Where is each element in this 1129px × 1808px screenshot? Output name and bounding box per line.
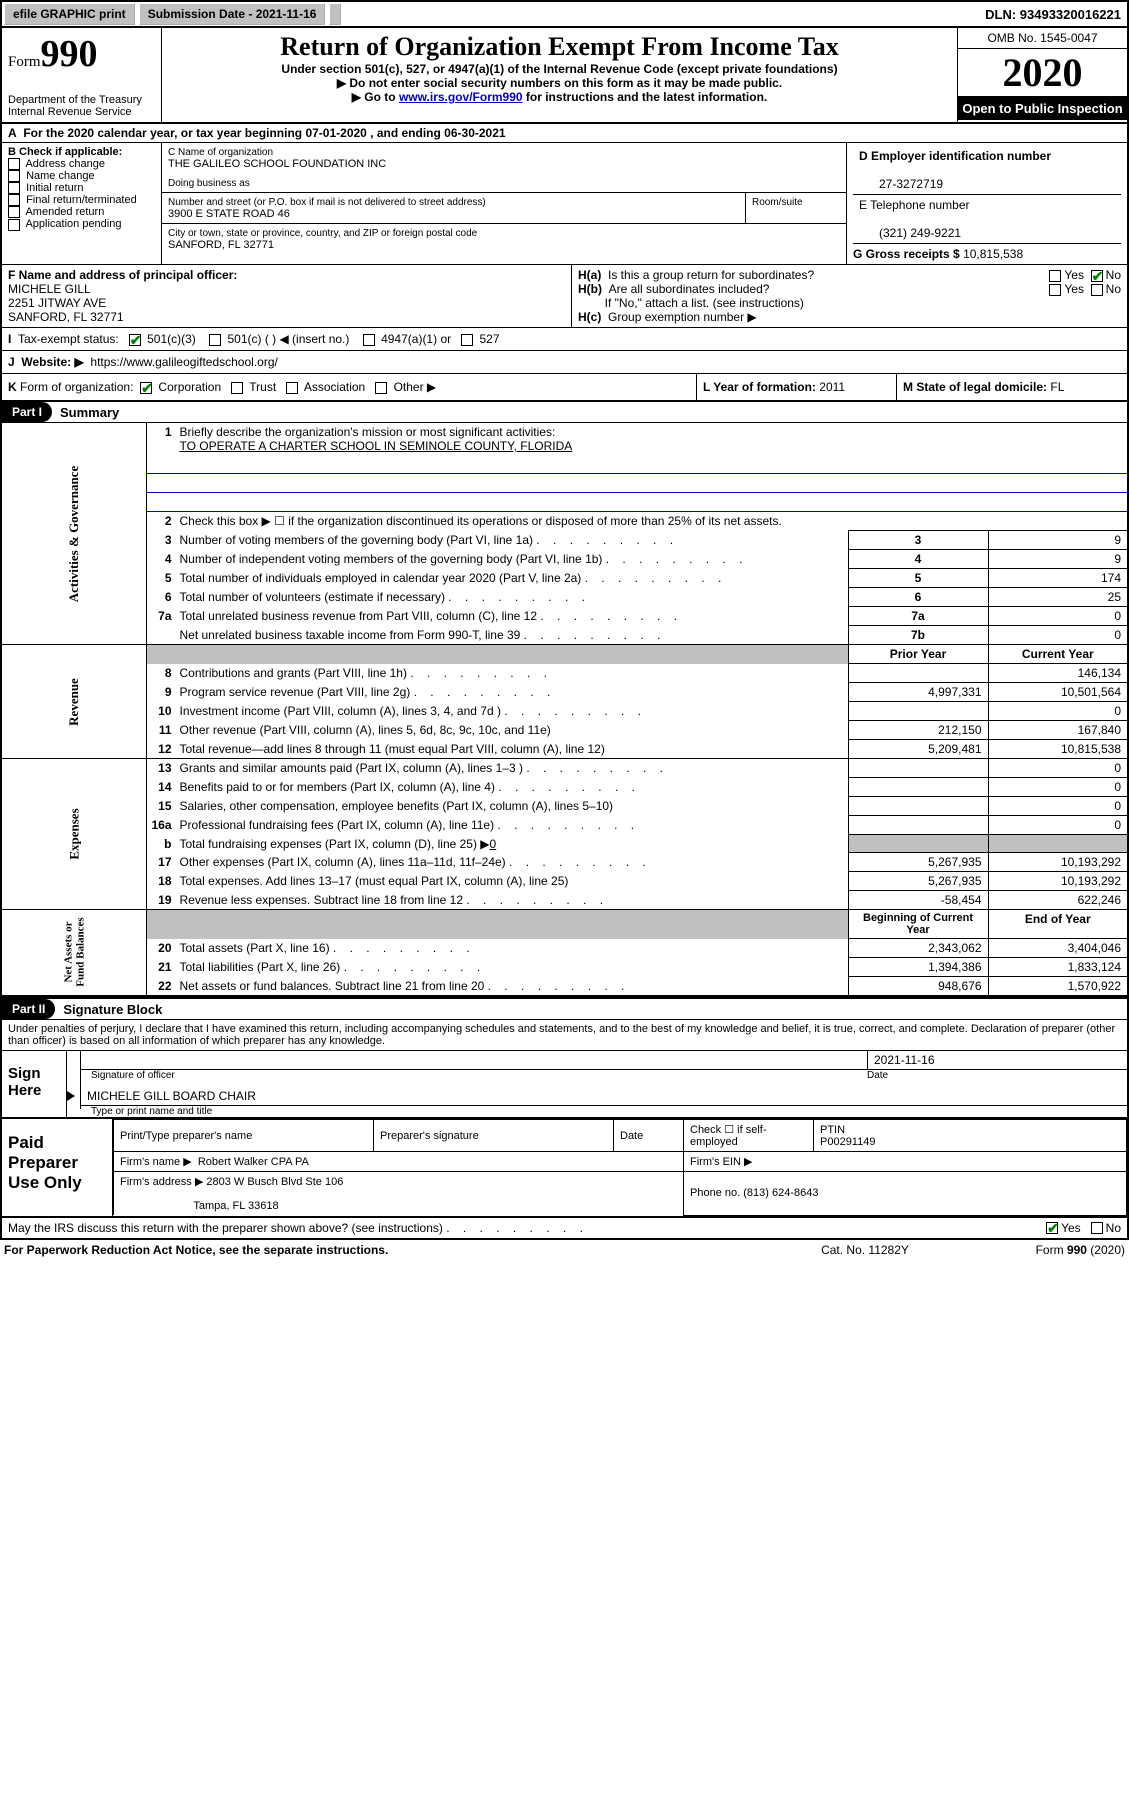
line7b-val: 0	[988, 626, 1128, 645]
top-toolbar: efile GRAPHIC print Submission Date - 20…	[0, 0, 1129, 28]
addr-change-checkbox[interactable]	[8, 158, 20, 170]
form-subtitle: Under section 501(c), 527, or 4947(a)(1)…	[166, 62, 953, 76]
block-m: M State of legal domicile: FL	[897, 374, 1127, 400]
dept-label: Department of the Treasury Internal Reve…	[8, 94, 155, 118]
discuss-no-checkbox[interactable]	[1091, 1222, 1103, 1234]
submission-date-button[interactable]: Submission Date - 2021-11-16	[139, 3, 326, 25]
corp-checkbox[interactable]	[140, 382, 152, 394]
discuss-yes-checkbox[interactable]	[1046, 1222, 1058, 1234]
calendar-year-line: A For the 2020 calendar year, or tax yea…	[0, 124, 1129, 143]
part-i-title: Summary	[52, 405, 119, 420]
line7a-val: 0	[988, 607, 1128, 626]
line2-text: Check this box ▶ ☐ if the organization d…	[176, 512, 1129, 531]
omb-number: OMB No. 1545-0047	[958, 28, 1127, 49]
form-header: Form990 Department of the Treasury Inter…	[0, 28, 1129, 124]
form-note1: ▶ Do not enter social security numbers o…	[166, 76, 953, 90]
ha-yes-checkbox[interactable]	[1049, 270, 1061, 282]
efile-print-button[interactable]: efile GRAPHIC print	[4, 3, 135, 25]
block-l: L Year of formation: 2011	[697, 374, 897, 400]
block-f: F Name and address of principal officer:…	[2, 265, 572, 327]
name-change-checkbox[interactable]	[8, 170, 20, 182]
line16b: Total fundraising expenses (Part IX, col…	[176, 835, 849, 853]
form-footer: Form 990 (2020)	[965, 1243, 1125, 1257]
block-fh: F Name and address of principal officer:…	[0, 265, 1129, 328]
block-i: I Tax-exempt status: 501(c)(3) 501(c) ( …	[0, 328, 1129, 351]
header-middle: Return of Organization Exempt From Incom…	[162, 28, 957, 122]
block-b-heading: B Check if applicable:	[8, 146, 122, 158]
part-i-label: Part I	[2, 402, 52, 422]
paid-preparer-block: Paid Preparer Use Only Print/Type prepar…	[0, 1119, 1129, 1218]
summary-table: Activities & Governance 1 Briefly descri…	[0, 423, 1129, 997]
line4-val: 9	[988, 550, 1128, 569]
preparer-table: Print/Type preparer's name Preparer's si…	[113, 1119, 1127, 1216]
line1-text: Briefly describe the organization's miss…	[176, 423, 1129, 455]
501c3-checkbox[interactable]	[129, 334, 141, 346]
part-ii-label: Part II	[2, 999, 55, 1019]
final-return-checkbox[interactable]	[8, 194, 20, 206]
trust-checkbox[interactable]	[231, 382, 243, 394]
paid-preparer-label: Paid Preparer Use Only	[2, 1119, 112, 1216]
room-suite: Room/suite	[746, 193, 846, 223]
501c-checkbox[interactable]	[209, 334, 221, 346]
form-number: Form990	[8, 32, 155, 76]
ha-no-checkbox[interactable]	[1091, 270, 1103, 282]
form-note2: ▶ Go to www.irs.gov/Form990 for instruct…	[166, 90, 953, 104]
sign-here-label: Sign Here	[2, 1051, 66, 1117]
penalties-text: Under penalties of perjury, I declare th…	[0, 1020, 1129, 1050]
block-klm: K Form of organization: Corporation Trus…	[0, 374, 1129, 402]
amended-checkbox[interactable]	[8, 206, 20, 218]
org-name-row: C Name of organization THE GALILEO SCHOO…	[162, 143, 846, 193]
line5-val: 174	[988, 569, 1128, 588]
assoc-checkbox[interactable]	[286, 382, 298, 394]
block-k: K Form of organization: Corporation Trus…	[2, 374, 697, 400]
officer-name: MICHELE GILL BOARD CHAIR	[81, 1081, 1127, 1106]
app-pending-checkbox[interactable]	[8, 219, 20, 231]
phone-box: E Telephone number (321) 249-9221	[853, 195, 1121, 243]
cat-no: Cat. No. 11282Y	[765, 1243, 965, 1257]
line3-val: 9	[988, 531, 1128, 550]
irs-discuss-row: May the IRS discuss this return with the…	[0, 1218, 1129, 1240]
part-i-header: Part I Summary	[0, 402, 1129, 423]
block-b: B Check if applicable: Address change Na…	[2, 143, 162, 264]
sign-date: 2021-11-16	[867, 1051, 1127, 1069]
block-c: C Name of organization THE GALILEO SCHOO…	[162, 143, 847, 264]
page-footer: For Paperwork Reduction Act Notice, see …	[0, 1240, 1129, 1260]
gross-receipts: G Gross receipts $ 10,815,538	[853, 243, 1121, 261]
hb-yes-checkbox[interactable]	[1049, 284, 1061, 296]
part-ii-header: Part II Signature Block	[0, 997, 1129, 1020]
line6-val: 25	[988, 588, 1128, 607]
block-de: D Employer identification number 27-3272…	[847, 143, 1127, 264]
hb-no-checkbox[interactable]	[1091, 284, 1103, 296]
side-activities: Activities & Governance	[1, 423, 147, 645]
blank-button[interactable]	[329, 3, 340, 25]
block-h: H(a) Is this a group return for subordin…	[572, 265, 1127, 327]
tax-year: 2020	[958, 49, 1127, 97]
sign-arrow	[67, 1051, 81, 1109]
paperwork-notice: For Paperwork Reduction Act Notice, see …	[4, 1243, 765, 1257]
dln-label: DLN: 93493320016221	[985, 7, 1127, 22]
city-row: City or town, state or province, country…	[162, 224, 846, 254]
ein-box: D Employer identification number 27-3272…	[853, 146, 1121, 195]
527-checkbox[interactable]	[461, 334, 473, 346]
side-netassets: Net Assets or Fund Balances	[1, 910, 147, 997]
current-year-hdr: Current Year	[988, 645, 1128, 664]
irs-link[interactable]: www.irs.gov/Form990	[399, 90, 523, 104]
officer-signature	[81, 1051, 867, 1069]
other-checkbox[interactable]	[375, 382, 387, 394]
side-expenses: Expenses	[1, 759, 147, 910]
entity-block: B Check if applicable: Address change Na…	[0, 143, 1129, 265]
block-j: J Website: ▶ https://www.galileogiftedsc…	[0, 351, 1129, 374]
header-left: Form990 Department of the Treasury Inter…	[2, 28, 162, 122]
street-addr: Number and street (or P.O. box if mail i…	[162, 193, 746, 223]
prior-year-hdr: Prior Year	[848, 645, 988, 664]
sign-here-block: Sign Here 2021-11-16 Signature of office…	[0, 1050, 1129, 1119]
side-revenue: Revenue	[1, 645, 147, 759]
part-ii-title: Signature Block	[55, 1002, 162, 1017]
open-to-public: Open to Public Inspection	[958, 97, 1127, 120]
initial-return-checkbox[interactable]	[8, 182, 20, 194]
form-title: Return of Organization Exempt From Incom…	[166, 32, 953, 62]
header-right: OMB No. 1545-0047 2020 Open to Public In…	[957, 28, 1127, 122]
4947-checkbox[interactable]	[363, 334, 375, 346]
